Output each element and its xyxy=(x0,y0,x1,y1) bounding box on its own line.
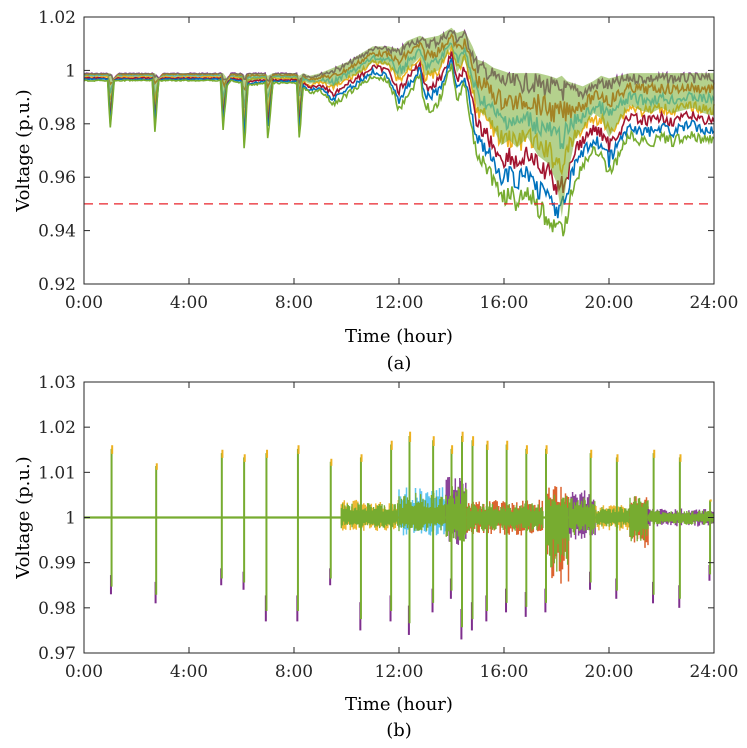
panel-b-xtick-label: 0:00 xyxy=(65,662,103,682)
panel-b-ytick-label: 1.02 xyxy=(38,418,76,438)
panel-a-xtick-label: 0:00 xyxy=(65,293,103,313)
panel-a-xlabel: Time (hour) xyxy=(345,326,453,347)
panel-a-voltage-envelope xyxy=(84,27,714,218)
panel-b-xtick-label: 20:00 xyxy=(585,662,634,682)
panel-b-ytick-label: 1.03 xyxy=(38,373,76,393)
panel-b-ytick-label: 0.97 xyxy=(38,644,76,664)
panel-a-series-line xyxy=(83,51,715,195)
panel-b-xtick-label: 16:00 xyxy=(480,662,529,682)
panel-a-ytick-label: 0.94 xyxy=(38,222,76,242)
panel-a-voltage-profile: 0:00 4:00 8:00 12:00 16:00 20:00 24:00 0.92 0.94… xyxy=(13,8,739,374)
panel-a-series-line xyxy=(83,63,715,237)
panel-b-xlabel: Time (hour) xyxy=(345,694,453,715)
panel-b-data-layer xyxy=(84,431,714,640)
panel-b-xtick-label: 12:00 xyxy=(375,662,424,682)
panel-a-ytick-label: 0.92 xyxy=(38,275,76,295)
panel-a-data-layer xyxy=(83,27,715,237)
panel-a-ylabel: Voltage (p.u.) xyxy=(13,89,34,212)
panel-b-ytick-label: 1 xyxy=(65,509,76,529)
panel-b-xtick-label: 8:00 xyxy=(275,662,313,682)
panel-b-xtick-label: 4:00 xyxy=(170,662,208,682)
panel-a-xtick-label: 16:00 xyxy=(480,293,529,313)
panel-a-xtick-label: 12:00 xyxy=(375,293,424,313)
panel-a-xtick-label: 24:00 xyxy=(690,293,739,313)
panel-b-axes: 0:00 4:00 8:00 12:00 16:00 20:00 24:00 0.97 0.98… xyxy=(38,373,738,682)
panel-a-xtick-label: 20:00 xyxy=(585,293,634,313)
panel-a-ytick-label: 0.96 xyxy=(38,168,76,188)
panel-a-caption: (a) xyxy=(387,353,412,374)
panel-a-xtick-label: 8:00 xyxy=(275,293,313,313)
panel-b-ytick-label: 0.99 xyxy=(38,554,76,574)
panel-a-ytick-label: 1 xyxy=(65,61,76,81)
panel-a-series-line xyxy=(83,56,715,219)
panel-b-ylabel: Voltage (p.u.) xyxy=(13,456,34,579)
panel-a-ytick-label: 0.98 xyxy=(38,115,76,135)
panel-a-axes: 0:00 4:00 8:00 12:00 16:00 20:00 24:00 0.92 0.94… xyxy=(38,8,738,313)
panel-b-caption: (b) xyxy=(386,720,412,741)
panel-b-voltage-profile: 0:00 4:00 8:00 12:00 16:00 20:00 24:00 0.97 0.98… xyxy=(13,373,739,741)
panel-b-ytick-label: 1.01 xyxy=(38,463,76,483)
panel-b-xtick-label: 24:00 xyxy=(690,662,739,682)
panel-b-ytick-label: 0.98 xyxy=(38,599,76,619)
panel-a-xtick-label: 4:00 xyxy=(170,293,208,313)
panel-a-ytick-label: 1.02 xyxy=(38,8,76,28)
